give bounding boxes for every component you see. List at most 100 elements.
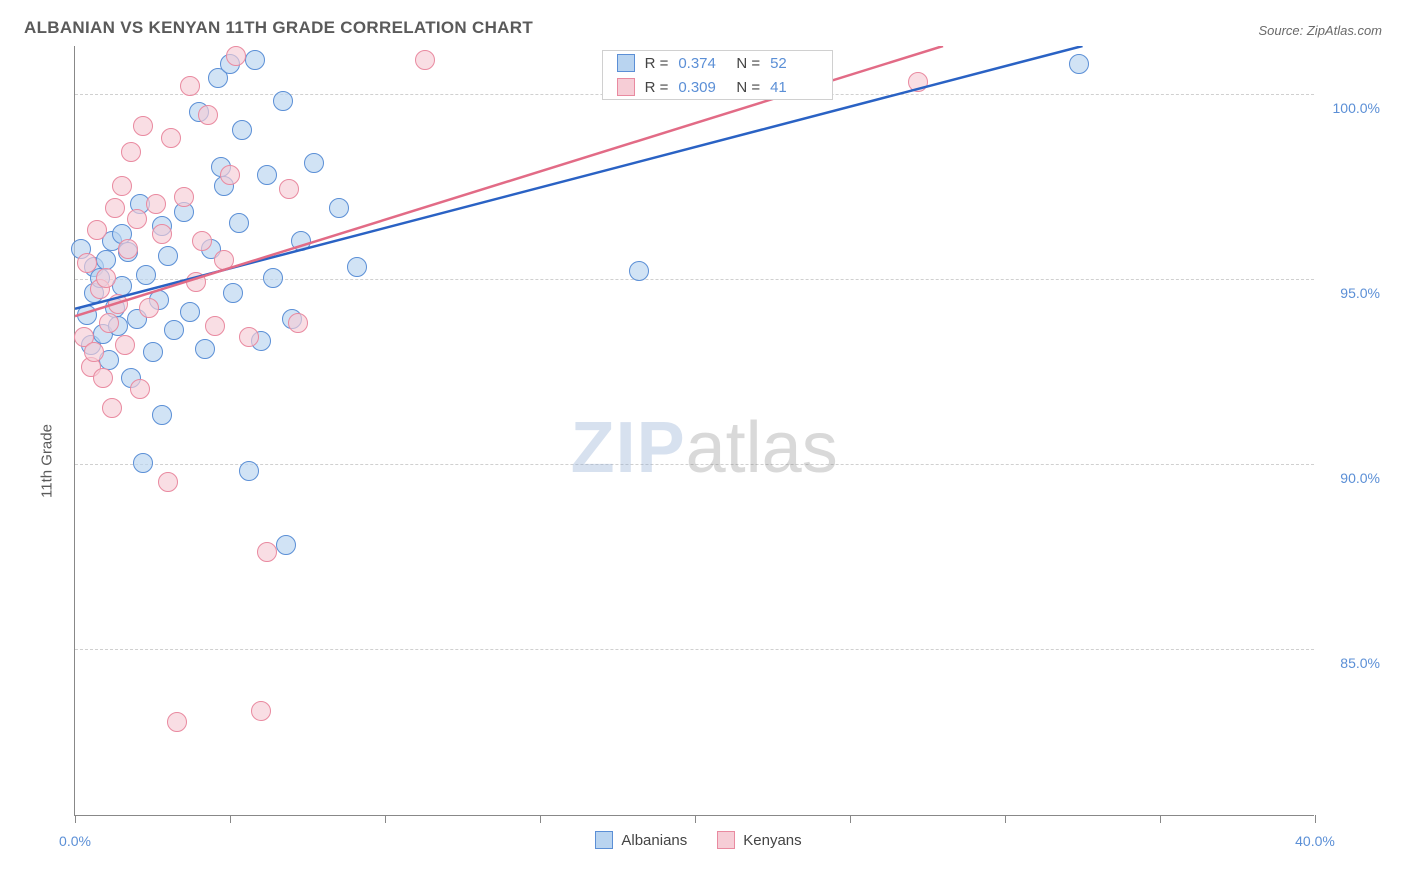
data-point (152, 405, 172, 425)
data-point (93, 368, 113, 388)
data-point (167, 712, 187, 732)
data-point (161, 128, 181, 148)
data-point (273, 91, 293, 111)
data-point (198, 105, 218, 125)
data-point (133, 116, 153, 136)
data-point (629, 261, 649, 281)
data-point (143, 342, 163, 362)
gridline (75, 279, 1314, 280)
data-point (186, 272, 206, 292)
gridline (75, 649, 1314, 650)
data-point (205, 316, 225, 336)
y-tick-label: 85.0% (1340, 655, 1380, 671)
data-point (139, 298, 159, 318)
data-point (87, 220, 107, 240)
data-point (84, 342, 104, 362)
legend-swatch (595, 831, 613, 849)
data-point (279, 179, 299, 199)
data-point (214, 250, 234, 270)
gridline (75, 464, 1314, 465)
legend-item: Kenyans (717, 831, 801, 849)
data-point (99, 313, 119, 333)
data-point (415, 50, 435, 70)
plot-area: 85.0%90.0%95.0%100.0%0.0%40.0%ZIPatlasR … (74, 46, 1314, 816)
data-point (291, 231, 311, 251)
y-tick-label: 100.0% (1333, 100, 1380, 116)
x-tick (850, 815, 851, 823)
data-point (304, 153, 324, 173)
data-point (158, 246, 178, 266)
n-value: 41 (770, 79, 818, 96)
data-point (263, 268, 283, 288)
source-label: Source: ZipAtlas.com (1258, 23, 1382, 38)
data-point (96, 250, 116, 270)
data-point (102, 398, 122, 418)
y-tick-label: 95.0% (1340, 285, 1380, 301)
chart-container: 11th Grade 85.0%90.0%95.0%100.0%0.0%40.0… (24, 46, 1382, 876)
x-tick (230, 815, 231, 823)
data-point (152, 224, 172, 244)
data-point (118, 239, 138, 259)
watermark: ZIPatlas (571, 407, 838, 489)
legend-item: Albanians (595, 831, 687, 849)
x-tick (695, 815, 696, 823)
data-point (105, 198, 125, 218)
data-point (127, 209, 147, 229)
data-point (130, 379, 150, 399)
data-point (908, 72, 928, 92)
data-point (115, 335, 135, 355)
x-tick (540, 815, 541, 823)
legend-label: Albanians (621, 832, 687, 849)
data-point (108, 294, 128, 314)
x-tick (385, 815, 386, 823)
n-label: N = (736, 55, 760, 72)
data-point (1069, 54, 1089, 74)
correlation-row: R = 0.374 N = 52 (603, 51, 833, 75)
data-point (257, 542, 277, 562)
data-point (121, 142, 141, 162)
data-point (136, 265, 156, 285)
legend-swatch (617, 54, 635, 72)
data-point (180, 76, 200, 96)
x-tick-label: 40.0% (1295, 833, 1335, 849)
legend-label: Kenyans (743, 832, 801, 849)
data-point (223, 283, 243, 303)
data-point (347, 257, 367, 277)
watermark-zip: ZIP (571, 408, 686, 488)
x-tick-label: 0.0% (59, 833, 91, 849)
n-label: N = (736, 79, 760, 96)
data-point (180, 302, 200, 322)
data-point (239, 327, 259, 347)
legend-swatch (617, 78, 635, 96)
r-value: 0.309 (678, 79, 726, 96)
x-tick (1315, 815, 1316, 823)
n-value: 52 (770, 55, 818, 72)
correlation-legend: R = 0.374 N = 52R = 0.309 N = 41 (602, 50, 834, 100)
data-point (96, 268, 116, 288)
chart-title: ALBANIAN VS KENYAN 11TH GRADE CORRELATIO… (24, 18, 533, 38)
data-point (133, 453, 153, 473)
data-point (164, 320, 184, 340)
data-point (226, 46, 246, 66)
y-tick-label: 90.0% (1340, 470, 1380, 486)
data-point (251, 701, 271, 721)
watermark-atlas: atlas (686, 408, 838, 488)
data-point (245, 50, 265, 70)
data-point (158, 472, 178, 492)
data-point (77, 253, 97, 273)
r-value: 0.374 (678, 55, 726, 72)
x-tick (1160, 815, 1161, 823)
data-point (192, 231, 212, 251)
legend-swatch (717, 831, 735, 849)
data-point (239, 461, 259, 481)
data-point (288, 313, 308, 333)
data-point (232, 120, 252, 140)
data-point (329, 198, 349, 218)
data-point (229, 213, 249, 233)
data-point (276, 535, 296, 555)
data-point (220, 165, 240, 185)
r-label: R = (645, 55, 669, 72)
data-point (112, 176, 132, 196)
correlation-row: R =0.309N =41 (603, 75, 833, 99)
data-point (146, 194, 166, 214)
